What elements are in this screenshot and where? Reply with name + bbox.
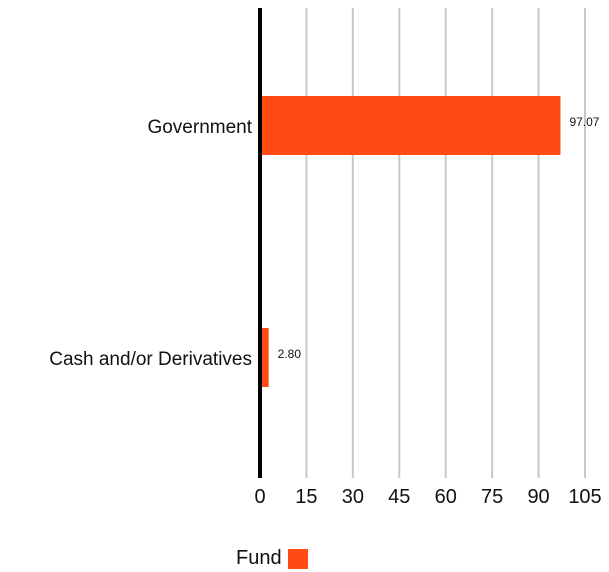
category-label: Government [147, 117, 252, 138]
x-tick-label: 15 [295, 486, 317, 508]
x-tick-label: 105 [568, 486, 601, 508]
bars [260, 96, 561, 387]
x-tick-label: 90 [527, 486, 549, 508]
legend-label: Fund [236, 547, 282, 569]
category-labels: Government Cash and/or Derivatives [49, 117, 252, 370]
x-axis-tick-labels: 0 15 30 45 60 75 90 105 [254, 486, 601, 508]
x-tick-label: 60 [435, 486, 457, 508]
data-label: 2.80 [278, 347, 302, 361]
data-label: 97.07 [569, 115, 599, 129]
bar [260, 96, 561, 155]
bar [260, 328, 269, 387]
x-tick-label: 75 [481, 486, 503, 508]
legend: Fund [236, 547, 308, 570]
category-label: Cash and/or Derivatives [49, 349, 252, 370]
x-tick-label: 45 [388, 486, 410, 508]
legend-swatch [287, 548, 308, 569]
x-tick-label: 30 [342, 486, 364, 508]
x-tick-label: 0 [254, 486, 265, 508]
data-labels: 97.07 2.80 [278, 115, 600, 361]
grid-lines [305, 8, 586, 478]
